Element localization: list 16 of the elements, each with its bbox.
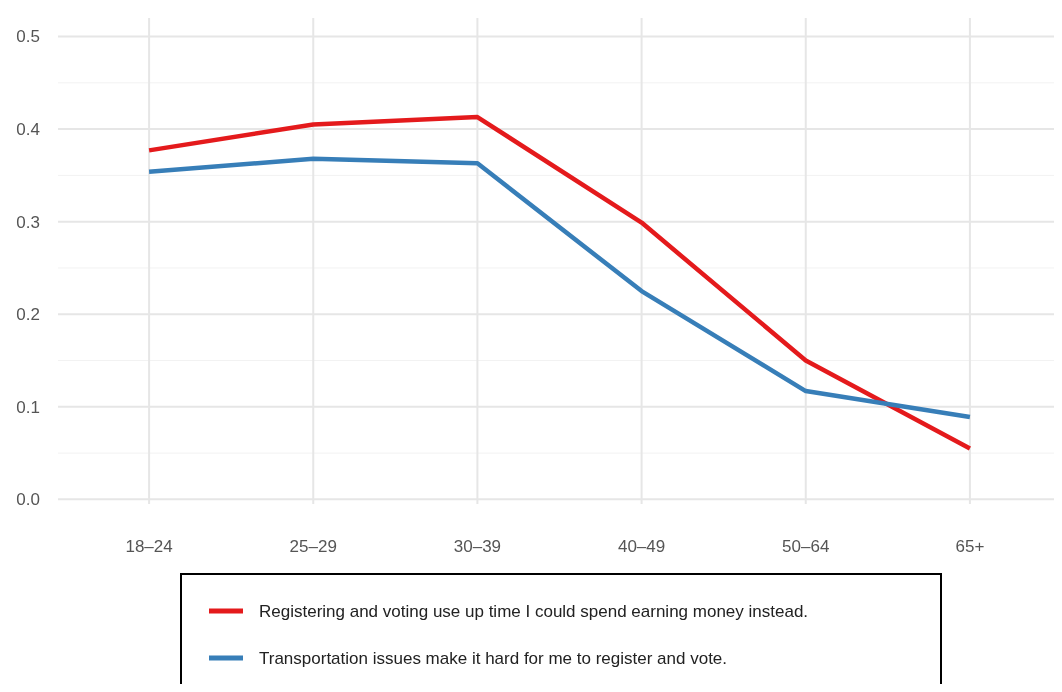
y-tick-label: 0.2 xyxy=(16,305,40,325)
line-series xyxy=(146,114,973,451)
y-tick-label: 0.4 xyxy=(16,120,40,140)
y-tick-label: 0.0 xyxy=(16,490,40,510)
y-tick-label: 0.1 xyxy=(16,397,40,417)
x-tick-label: 40–49 xyxy=(617,537,666,556)
y-tick-label: 0.3 xyxy=(16,212,40,232)
x-tick-label: 30–39 xyxy=(453,537,502,556)
x-tick-label: 18–24 xyxy=(125,537,173,556)
x-tick-label: 65+ xyxy=(955,537,985,556)
legend-label: Transportation issues make it hard for me to register and vote. xyxy=(259,648,728,668)
y-tick-label: 0.5 xyxy=(16,27,40,47)
x-tick-label: 50–64 xyxy=(782,537,830,556)
x-tick-label: 25–29 xyxy=(289,537,337,556)
line-series xyxy=(146,156,973,420)
legend-label: Registering and voting use up time I could spend earning money instead. xyxy=(259,601,809,621)
